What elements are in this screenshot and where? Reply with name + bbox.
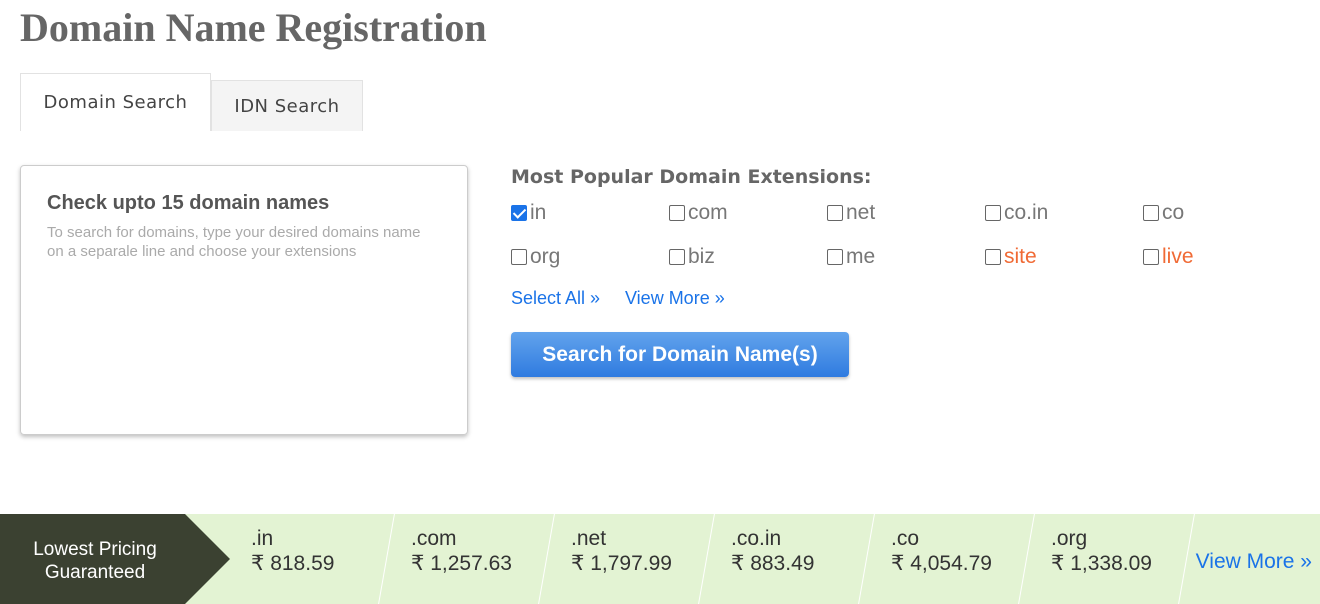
textarea-heading: Check upto 15 domain names bbox=[47, 192, 330, 214]
price-value: ₹ 883.49 bbox=[731, 552, 815, 575]
extension-checkbox-org[interactable]: org bbox=[511, 245, 560, 269]
price-item: .co.in ₹ 883.49 bbox=[731, 526, 814, 576]
checkbox-icon[interactable] bbox=[1143, 249, 1159, 265]
checkbox-icon[interactable] bbox=[511, 205, 527, 221]
tab-domain-search[interactable]: Domain Search bbox=[20, 73, 211, 131]
extension-label: in bbox=[530, 201, 547, 224]
extension-checkbox-in[interactable]: in bbox=[511, 201, 546, 225]
price-extension: .co bbox=[891, 527, 920, 550]
extension-label: site bbox=[1004, 245, 1037, 268]
checkbox-icon[interactable] bbox=[511, 249, 527, 265]
divider bbox=[538, 514, 555, 604]
textarea-placeholder: To search for domains, type your desired… bbox=[47, 224, 421, 260]
extension-label: co.in bbox=[1004, 201, 1049, 224]
divider bbox=[1178, 514, 1195, 604]
price-value: ₹ 1,797.99 bbox=[571, 552, 672, 575]
extension-label: me bbox=[846, 245, 876, 268]
extension-label: net bbox=[846, 201, 876, 224]
extension-checkbox-live[interactable]: live bbox=[1143, 245, 1194, 269]
divider bbox=[858, 514, 875, 604]
price-item: .co ₹ 4,054.79 bbox=[891, 526, 992, 576]
extension-label: com bbox=[688, 201, 728, 224]
price-extension: .com bbox=[411, 527, 457, 550]
extension-label: org bbox=[530, 245, 561, 268]
select-all-link[interactable]: Select All » bbox=[511, 288, 601, 308]
page-title: Domain Name Registration bbox=[20, 5, 487, 50]
checkbox-icon[interactable] bbox=[1143, 205, 1159, 221]
checkbox-icon[interactable] bbox=[669, 249, 685, 265]
price-value: ₹ 818.59 bbox=[251, 552, 335, 575]
divider bbox=[698, 514, 715, 604]
price-value: ₹ 1,338.09 bbox=[1051, 552, 1152, 575]
extension-checkbox-com[interactable]: com bbox=[669, 201, 728, 225]
checkbox-icon[interactable] bbox=[827, 249, 843, 265]
price-value: ₹ 1,257.63 bbox=[411, 552, 512, 575]
extension-checkbox-biz[interactable]: biz bbox=[669, 245, 715, 269]
extension-label: biz bbox=[688, 245, 715, 268]
tab-idn-search[interactable]: IDN Search bbox=[211, 80, 363, 131]
lowest-pricing-badge: Lowest Pricing Guaranteed bbox=[0, 514, 230, 604]
extension-checkbox-co-in[interactable]: co.in bbox=[985, 201, 1048, 225]
checkbox-icon[interactable] bbox=[669, 205, 685, 221]
extension-label: co bbox=[1162, 201, 1185, 224]
price-item: .in ₹ 818.59 bbox=[251, 526, 334, 576]
checkbox-icon[interactable] bbox=[985, 249, 1001, 265]
price-extension: .org bbox=[1051, 527, 1088, 550]
divider bbox=[1018, 514, 1035, 604]
extension-checkbox-site[interactable]: site bbox=[985, 245, 1037, 269]
extensions-heading: Most Popular Domain Extensions: bbox=[511, 166, 872, 188]
extension-checkbox-net[interactable]: net bbox=[827, 201, 875, 225]
price-item: .net ₹ 1,797.99 bbox=[571, 526, 672, 576]
price-extension: .net bbox=[571, 527, 607, 550]
checkbox-icon[interactable] bbox=[827, 205, 843, 221]
extension-checkbox-co[interactable]: co bbox=[1143, 201, 1184, 225]
price-item: .org ₹ 1,338.09 bbox=[1051, 526, 1152, 576]
extension-checkbox-me[interactable]: me bbox=[827, 245, 875, 269]
pricing-band: Lowest Pricing Guaranteed .in ₹ 818.59 .co… bbox=[0, 514, 1320, 604]
price-value: ₹ 4,054.79 bbox=[891, 552, 992, 575]
extension-label: live bbox=[1162, 245, 1194, 268]
checkbox-icon[interactable] bbox=[985, 205, 1001, 221]
domain-names-textarea[interactable]: Check upto 15 domain names To search for… bbox=[20, 165, 468, 435]
price-item: .com ₹ 1,257.63 bbox=[411, 526, 512, 576]
search-domain-button[interactable]: Search for Domain Name(s) bbox=[511, 332, 849, 377]
price-extension: .co.in bbox=[731, 527, 782, 550]
price-extension: .in bbox=[251, 527, 274, 550]
divider bbox=[378, 514, 395, 604]
pricing-view-more-link[interactable]: View More » bbox=[1195, 550, 1312, 573]
view-more-link[interactable]: View More » bbox=[625, 288, 725, 308]
